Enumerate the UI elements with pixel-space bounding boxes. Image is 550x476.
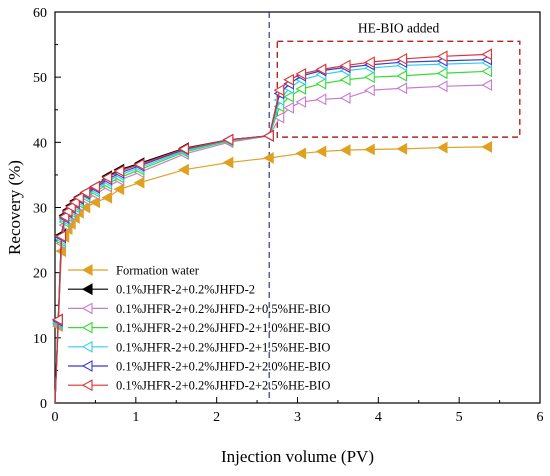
data-point	[55, 230, 67, 243]
data-point	[364, 56, 375, 69]
data-point	[222, 133, 234, 146]
data-point	[89, 180, 100, 193]
x-tick-label: 0	[52, 410, 59, 425]
data-point	[89, 196, 100, 209]
data-point	[79, 201, 91, 214]
legend-label: Formation water	[116, 264, 200, 278]
data-point	[295, 82, 307, 95]
data-point	[364, 84, 375, 97]
data-point	[113, 183, 125, 196]
data-point	[315, 63, 327, 76]
data-point	[133, 176, 145, 189]
legend-label: 0.1%JHFR-2+0.2%JHFD-2+2.0%HE-BIO	[116, 360, 330, 374]
data-point	[101, 171, 113, 184]
data-point	[396, 52, 408, 65]
data-point	[339, 59, 351, 72]
annotation-box	[276, 40, 521, 138]
legend-label: 0.1%JHFR-2+0.2%JHFD-2+2.5%HE-BIO	[116, 379, 330, 393]
data-point	[263, 152, 274, 164]
data-point	[178, 163, 189, 176]
data-point	[295, 147, 307, 160]
x-tick-label: 4	[375, 410, 382, 425]
y-tick-label: 50	[33, 71, 47, 86]
legend-marker	[81, 321, 93, 334]
data-point	[481, 79, 493, 91]
data-point	[58, 210, 70, 223]
data-point	[283, 73, 294, 86]
annotation-label: HE-BIO added	[358, 20, 440, 35]
data-point	[178, 142, 189, 155]
data-point	[101, 191, 113, 204]
data-point	[295, 67, 307, 80]
data-point	[364, 143, 375, 156]
x-axis-title: Injection volume (PV)	[221, 447, 374, 466]
y-tick-label: 60	[33, 6, 47, 21]
data-point	[113, 165, 125, 177]
data-point	[73, 191, 84, 204]
x-tick-label: 3	[294, 410, 301, 425]
x-tick-label: 5	[456, 410, 463, 425]
data-point	[339, 144, 351, 157]
data-point	[481, 48, 493, 61]
data-point	[295, 95, 307, 108]
data-point	[263, 129, 274, 142]
data-point	[283, 101, 294, 114]
x-tick-label: 1	[132, 410, 139, 425]
legend-label: 0.1%JHFR-2+0.2%JHFD-2+1.5%HE-BIO	[116, 340, 330, 354]
data-point	[339, 73, 351, 86]
data-point	[436, 141, 448, 154]
data-point	[273, 111, 285, 124]
data-point	[273, 84, 285, 97]
data-point	[364, 71, 375, 84]
y-tick-label: 30	[33, 202, 47, 217]
data-point	[396, 142, 408, 155]
data-point	[436, 67, 448, 80]
legend-marker	[81, 302, 93, 315]
data-point	[436, 80, 448, 93]
series-6	[52, 48, 493, 404]
x-tick-label: 6	[537, 410, 544, 425]
legend-marker	[81, 379, 93, 392]
data-point	[52, 313, 63, 326]
data-point	[315, 77, 327, 90]
data-point	[315, 145, 327, 158]
y-tick-label: 20	[33, 267, 47, 282]
data-point	[436, 50, 448, 63]
data-point	[396, 82, 408, 95]
legend-marker	[81, 360, 93, 372]
y-axis-title: Recovery (%)	[5, 160, 24, 255]
legend-label: 0.1%JHFR-2+0.2%JHFD-2+1.0%HE-BIO	[116, 321, 330, 335]
legend-marker	[81, 264, 93, 276]
data-point	[481, 65, 493, 78]
y-tick-label: 40	[33, 136, 47, 151]
y-tick-label: 0	[40, 397, 47, 412]
y-tick-label: 10	[33, 332, 47, 347]
legend-label: 0.1%JHFR-2+0.2%JHFD-2+0.5%HE-BIO	[116, 302, 330, 316]
data-point	[222, 156, 234, 169]
x-tick-label: 2	[213, 410, 220, 425]
data-point	[133, 158, 145, 171]
legend-label: 0.1%JHFR-2+0.2%JHFD-2	[116, 283, 255, 297]
data-point	[396, 69, 408, 82]
data-point	[339, 92, 351, 104]
data-point	[79, 186, 91, 199]
data-point	[315, 93, 327, 106]
data-point	[481, 140, 493, 153]
data-point	[283, 90, 294, 103]
legend-marker	[81, 340, 93, 353]
legend-marker	[81, 283, 93, 296]
